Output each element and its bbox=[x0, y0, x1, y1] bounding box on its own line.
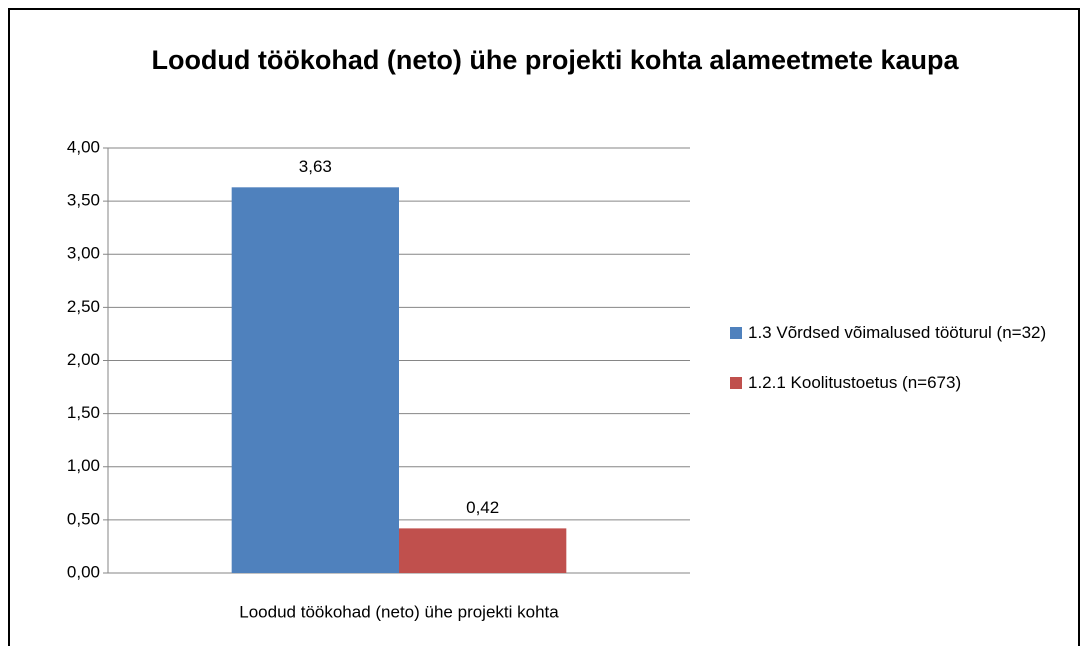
y-tick-label: 2,50 bbox=[67, 297, 100, 316]
legend-swatch bbox=[730, 327, 742, 339]
x-tick-label: Loodud töökohad (neto) ühe projekti koht… bbox=[239, 602, 559, 621]
value-label: 3,63 bbox=[299, 157, 332, 176]
legend: 1.3 Võrdsed võimalused tööturul (n=32) 1.… bbox=[730, 320, 1070, 420]
legend-label: 1.2.1 Koolitustoetus (n=673) bbox=[748, 373, 962, 392]
value-label: 0,42 bbox=[466, 498, 499, 517]
y-tick-label: 2,00 bbox=[67, 350, 100, 369]
legend-entry: 1.2.1 Koolitustoetus (n=673) bbox=[730, 370, 1070, 396]
y-tick-label: 4,00 bbox=[67, 137, 100, 156]
legend-entry: 1.3 Võrdsed võimalused tööturul (n=32) bbox=[730, 320, 1070, 346]
legend-swatch bbox=[730, 377, 742, 389]
chart-frame bbox=[8, 8, 1080, 646]
y-tick-label: 3,00 bbox=[67, 244, 100, 263]
y-tick-label: 0,50 bbox=[67, 509, 100, 528]
y-tick-label: 1,00 bbox=[67, 456, 100, 475]
chart-title: Loodud töökohad (neto) ühe projekti koht… bbox=[151, 45, 959, 75]
y-tick-label: 1,50 bbox=[67, 403, 100, 422]
bar bbox=[231, 187, 399, 573]
y-tick-label: 0,00 bbox=[67, 562, 100, 581]
bar bbox=[399, 528, 567, 573]
y-tick-label: 3,50 bbox=[67, 191, 100, 210]
legend-label: 1.3 Võrdsed võimalused tööturul (n=32) bbox=[748, 323, 1047, 342]
